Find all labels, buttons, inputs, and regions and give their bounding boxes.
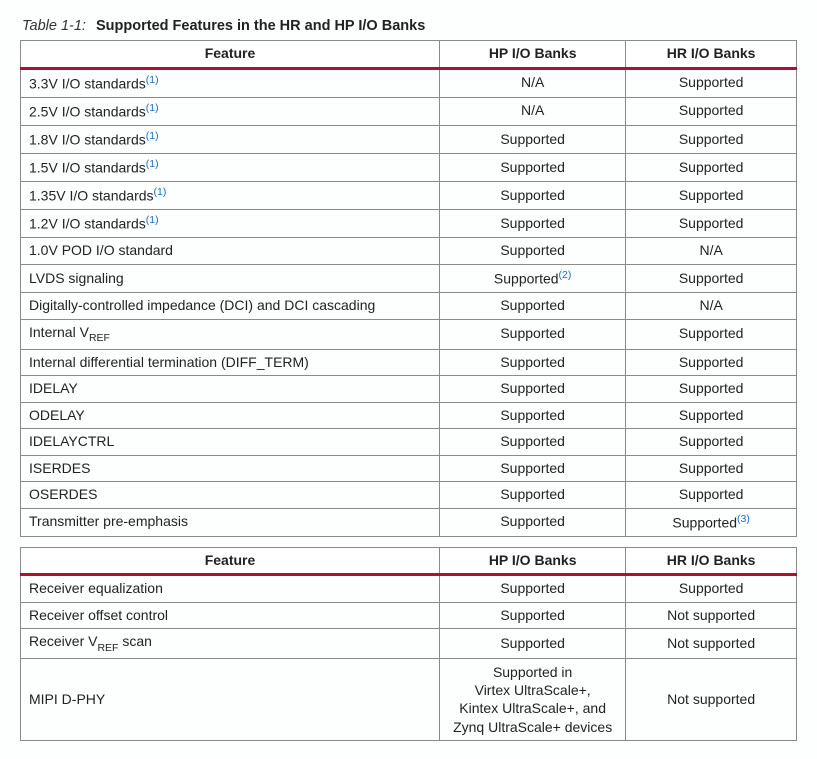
hp-cell: Supported: [440, 319, 626, 349]
col-header-hp-2: HP I/O Banks: [440, 547, 626, 575]
hr-cell: Supported: [626, 429, 797, 456]
hr-cell: N/A: [626, 293, 797, 320]
hr-cell: Supported(3): [626, 508, 797, 536]
table-row: 1.5V I/O standards(1)SupportedSupported: [21, 153, 797, 181]
hr-cell: Supported: [626, 402, 797, 429]
table-row: Receiver offset controlSupportedNot supp…: [21, 602, 797, 629]
hp-cell: Supported: [440, 153, 626, 181]
feature-cell: MIPI D-PHY: [21, 659, 440, 741]
hr-cell: Supported: [626, 97, 797, 125]
feature-cell: Internal differential termination (DIFF_…: [21, 349, 440, 376]
hr-cell: Not supported: [626, 602, 797, 629]
table-caption: Table 1-1: Supported Features in the HR …: [22, 18, 797, 34]
hr-cell: Supported: [626, 210, 797, 238]
feature-cell: Digitally-controlled impedance (DCI) and…: [21, 293, 440, 320]
table-row: ODELAYSupportedSupported: [21, 402, 797, 429]
table-row: Receiver equalizationSupportedSupported: [21, 575, 797, 603]
col-header-hr-2: HR I/O Banks: [626, 547, 797, 575]
hp-cell: Supported: [440, 575, 626, 603]
hr-cell: Supported: [626, 482, 797, 509]
table-row: Internal differential termination (DIFF_…: [21, 349, 797, 376]
table-row: LVDS signalingSupported(2)Supported: [21, 264, 797, 292]
hr-cell: Supported: [626, 575, 797, 603]
hr-cell: Supported: [626, 182, 797, 210]
feature-cell: 2.5V I/O standards(1): [21, 97, 440, 125]
feature-cell: OSERDES: [21, 482, 440, 509]
hp-cell: Supported inVirtex UltraScale+,Kintex Ul…: [440, 659, 626, 741]
hr-cell: Supported: [626, 68, 797, 97]
table-row: 3.3V I/O standards(1)N/ASupported: [21, 68, 797, 97]
feature-cell: Transmitter pre-emphasis: [21, 508, 440, 536]
hp-cell: Supported: [440, 238, 626, 265]
feature-cell: ODELAY: [21, 402, 440, 429]
feature-cell: LVDS signaling: [21, 264, 440, 292]
feature-cell: Receiver equalization: [21, 575, 440, 603]
hp-cell: Supported: [440, 402, 626, 429]
feature-cell: Internal VREF: [21, 319, 440, 349]
table-row: MIPI D-PHYSupported inVirtex UltraScale+…: [21, 659, 797, 741]
feature-cell: IDELAY: [21, 376, 440, 403]
hp-cell: Supported: [440, 429, 626, 456]
hp-cell: Supported(2): [440, 264, 626, 292]
hp-cell: Supported: [440, 508, 626, 536]
hp-cell: N/A: [440, 68, 626, 97]
hp-cell: N/A: [440, 97, 626, 125]
table-row: Internal VREFSupportedSupported: [21, 319, 797, 349]
feature-cell: 1.5V I/O standards(1): [21, 153, 440, 181]
table-row: Transmitter pre-emphasisSupportedSupport…: [21, 508, 797, 536]
hr-cell: N/A: [626, 238, 797, 265]
hr-cell: Not supported: [626, 659, 797, 741]
hr-cell: Supported: [626, 455, 797, 482]
hr-cell: Supported: [626, 376, 797, 403]
feature-cell: ISERDES: [21, 455, 440, 482]
hp-cell: Supported: [440, 210, 626, 238]
hr-cell: Supported: [626, 349, 797, 376]
feature-cell: 1.0V POD I/O standard: [21, 238, 440, 265]
table-row: 1.0V POD I/O standardSupportedN/A: [21, 238, 797, 265]
feature-cell: Receiver offset control: [21, 602, 440, 629]
hp-cell: Supported: [440, 293, 626, 320]
feature-cell: 1.8V I/O standards(1): [21, 125, 440, 153]
table-row: IDELAYCTRLSupportedSupported: [21, 429, 797, 456]
hp-cell: Supported: [440, 482, 626, 509]
table-row: IDELAYSupportedSupported: [21, 376, 797, 403]
table-row: 1.2V I/O standards(1)SupportedSupported: [21, 210, 797, 238]
col-header-hp: HP I/O Banks: [440, 41, 626, 69]
table-row: 1.8V I/O standards(1)SupportedSupported: [21, 125, 797, 153]
table-number: Table 1-1:: [22, 18, 86, 34]
hp-cell: Supported: [440, 376, 626, 403]
table-row: Digitally-controlled impedance (DCI) and…: [21, 293, 797, 320]
features-table-1: Feature HP I/O Banks HR I/O Banks 3.3V I…: [20, 40, 797, 537]
col-header-feature-2: Feature: [21, 547, 440, 575]
hp-cell: Supported: [440, 602, 626, 629]
hp-cell: Supported: [440, 349, 626, 376]
table-row: 1.35V I/O standards(1)SupportedSupported: [21, 182, 797, 210]
hr-cell: Not supported: [626, 629, 797, 659]
table-row: OSERDESSupportedSupported: [21, 482, 797, 509]
feature-cell: 1.2V I/O standards(1): [21, 210, 440, 238]
features-table-2: Feature HP I/O Banks HR I/O Banks Receiv…: [20, 547, 797, 741]
feature-cell: 1.35V I/O standards(1): [21, 182, 440, 210]
hr-cell: Supported: [626, 153, 797, 181]
feature-cell: Receiver VREF scan: [21, 629, 440, 659]
table-row: Receiver VREF scanSupportedNot supported: [21, 629, 797, 659]
hp-cell: Supported: [440, 455, 626, 482]
table-title: Supported Features in the HR and HP I/O …: [96, 18, 425, 34]
hp-cell: Supported: [440, 629, 626, 659]
col-header-feature: Feature: [21, 41, 440, 69]
col-header-hr: HR I/O Banks: [626, 41, 797, 69]
hp-cell: Supported: [440, 125, 626, 153]
hr-cell: Supported: [626, 264, 797, 292]
table-row: ISERDESSupportedSupported: [21, 455, 797, 482]
table-row: 2.5V I/O standards(1)N/ASupported: [21, 97, 797, 125]
hr-cell: Supported: [626, 319, 797, 349]
feature-cell: IDELAYCTRL: [21, 429, 440, 456]
feature-cell: 3.3V I/O standards(1): [21, 68, 440, 97]
hp-cell: Supported: [440, 182, 626, 210]
hr-cell: Supported: [626, 125, 797, 153]
